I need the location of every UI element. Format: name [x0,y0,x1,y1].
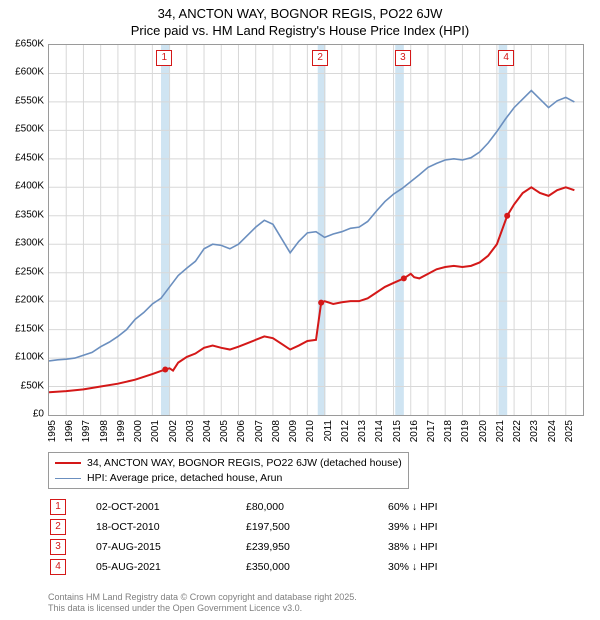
y-tick-label: £300K [15,238,44,249]
transaction-marker: 1 [50,499,66,515]
attribution-line2: This data is licensed under the Open Gov… [48,603,302,613]
y-tick-label: £550K [15,95,44,106]
legend-label: 34, ANCTON WAY, BOGNOR REGIS, PO22 6JW (… [87,456,402,471]
transactions-table: 1 02-OCT-2001£80,00060% ↓ HPI 2 18-OCT-2010… [48,496,540,578]
x-tick-label: 2024 [547,420,558,442]
legend-swatch [55,478,81,479]
x-tick-label: 2018 [443,420,454,442]
transaction-price: £239,950 [246,538,386,556]
transaction-date: 07-AUG-2015 [96,538,244,556]
x-tick-label: 2008 [271,420,282,442]
x-tick-label: 2010 [305,420,316,442]
price-chart [48,44,584,416]
transaction-row: 1 02-OCT-2001£80,00060% ↓ HPI [50,498,538,516]
chart-title: 34, ANCTON WAY, BOGNOR REGIS, PO22 6JW P… [0,0,600,40]
chart-marker: 2 [312,50,328,66]
transaction-delta: 39% ↓ HPI [388,518,538,536]
x-tick-label: 2016 [409,420,420,442]
transaction-delta: 60% ↓ HPI [388,498,538,516]
transaction-date: 02-OCT-2001 [96,498,244,516]
x-tick-label: 1997 [81,420,92,442]
x-tick-label: 1996 [64,420,75,442]
x-tick-label: 2004 [202,420,213,442]
chart-marker: 4 [498,50,514,66]
legend-item: HPI: Average price, detached house, Arun [55,471,402,486]
transaction-row: 2 18-OCT-2010£197,50039% ↓ HPI [50,518,538,536]
transaction-num-cell: 2 [50,518,94,536]
x-tick-label: 2001 [150,420,161,442]
x-tick-label: 1998 [99,420,110,442]
x-tick-label: 2020 [478,420,489,442]
transaction-price: £80,000 [246,498,386,516]
transaction-num-cell: 1 [50,498,94,516]
transaction-date: 05-AUG-2021 [96,558,244,576]
legend: 34, ANCTON WAY, BOGNOR REGIS, PO22 6JW (… [48,452,409,489]
attribution-line1: Contains HM Land Registry data © Crown c… [48,592,357,602]
title-line1: 34, ANCTON WAY, BOGNOR REGIS, PO22 6JW [158,6,443,21]
transaction-row: 4 05-AUG-2021£350,00030% ↓ HPI [50,558,538,576]
y-tick-label: £100K [15,352,44,363]
y-tick-label: £200K [15,295,44,306]
legend-label: HPI: Average price, detached house, Arun [87,471,282,486]
x-tick-label: 2023 [529,420,540,442]
legend-item: 34, ANCTON WAY, BOGNOR REGIS, PO22 6JW (… [55,456,402,471]
transaction-price: £350,000 [246,558,386,576]
transaction-row: 3 07-AUG-2015£239,95038% ↓ HPI [50,538,538,556]
x-tick-label: 2019 [460,420,471,442]
transaction-delta: 38% ↓ HPI [388,538,538,556]
transaction-marker: 2 [50,519,66,535]
y-tick-label: £450K [15,152,44,163]
y-tick-label: £400K [15,181,44,192]
y-tick-label: £500K [15,124,44,135]
x-tick-label: 2011 [323,420,334,442]
y-tick-label: £250K [15,266,44,277]
x-tick-label: 2006 [236,420,247,442]
legend-swatch [55,462,81,464]
y-tick-label: £350K [15,209,44,220]
transaction-date: 18-OCT-2010 [96,518,244,536]
x-tick-label: 2021 [495,420,506,442]
x-tick-label: 2003 [185,420,196,442]
chart-marker: 1 [156,50,172,66]
transaction-delta: 30% ↓ HPI [388,558,538,576]
attribution: Contains HM Land Registry data © Crown c… [48,592,357,615]
x-tick-label: 2022 [512,420,523,442]
x-tick-label: 2017 [426,420,437,442]
transaction-num-cell: 4 [50,558,94,576]
x-tick-label: 2012 [340,420,351,442]
x-tick-label: 2005 [219,420,230,442]
transaction-num-cell: 3 [50,538,94,556]
x-tick-label: 2025 [564,420,575,442]
title-line2: Price paid vs. HM Land Registry's House … [131,23,469,38]
x-tick-label: 2014 [374,420,385,442]
y-tick-label: £650K [15,39,44,50]
y-tick-label: £50K [21,380,44,391]
transaction-marker: 3 [50,539,66,555]
y-tick-label: £600K [15,67,44,78]
x-tick-label: 2013 [357,420,368,442]
x-tick-label: 2009 [288,420,299,442]
transaction-marker: 4 [50,559,66,575]
x-tick-label: 2000 [133,420,144,442]
x-tick-label: 2007 [254,420,265,442]
x-tick-label: 1995 [47,420,58,442]
chart-marker: 3 [395,50,411,66]
y-tick-label: £0 [33,409,44,420]
x-tick-label: 2002 [168,420,179,442]
x-tick-label: 2015 [392,420,403,442]
y-tick-label: £150K [15,323,44,334]
x-tick-label: 1999 [116,420,127,442]
transaction-price: £197,500 [246,518,386,536]
